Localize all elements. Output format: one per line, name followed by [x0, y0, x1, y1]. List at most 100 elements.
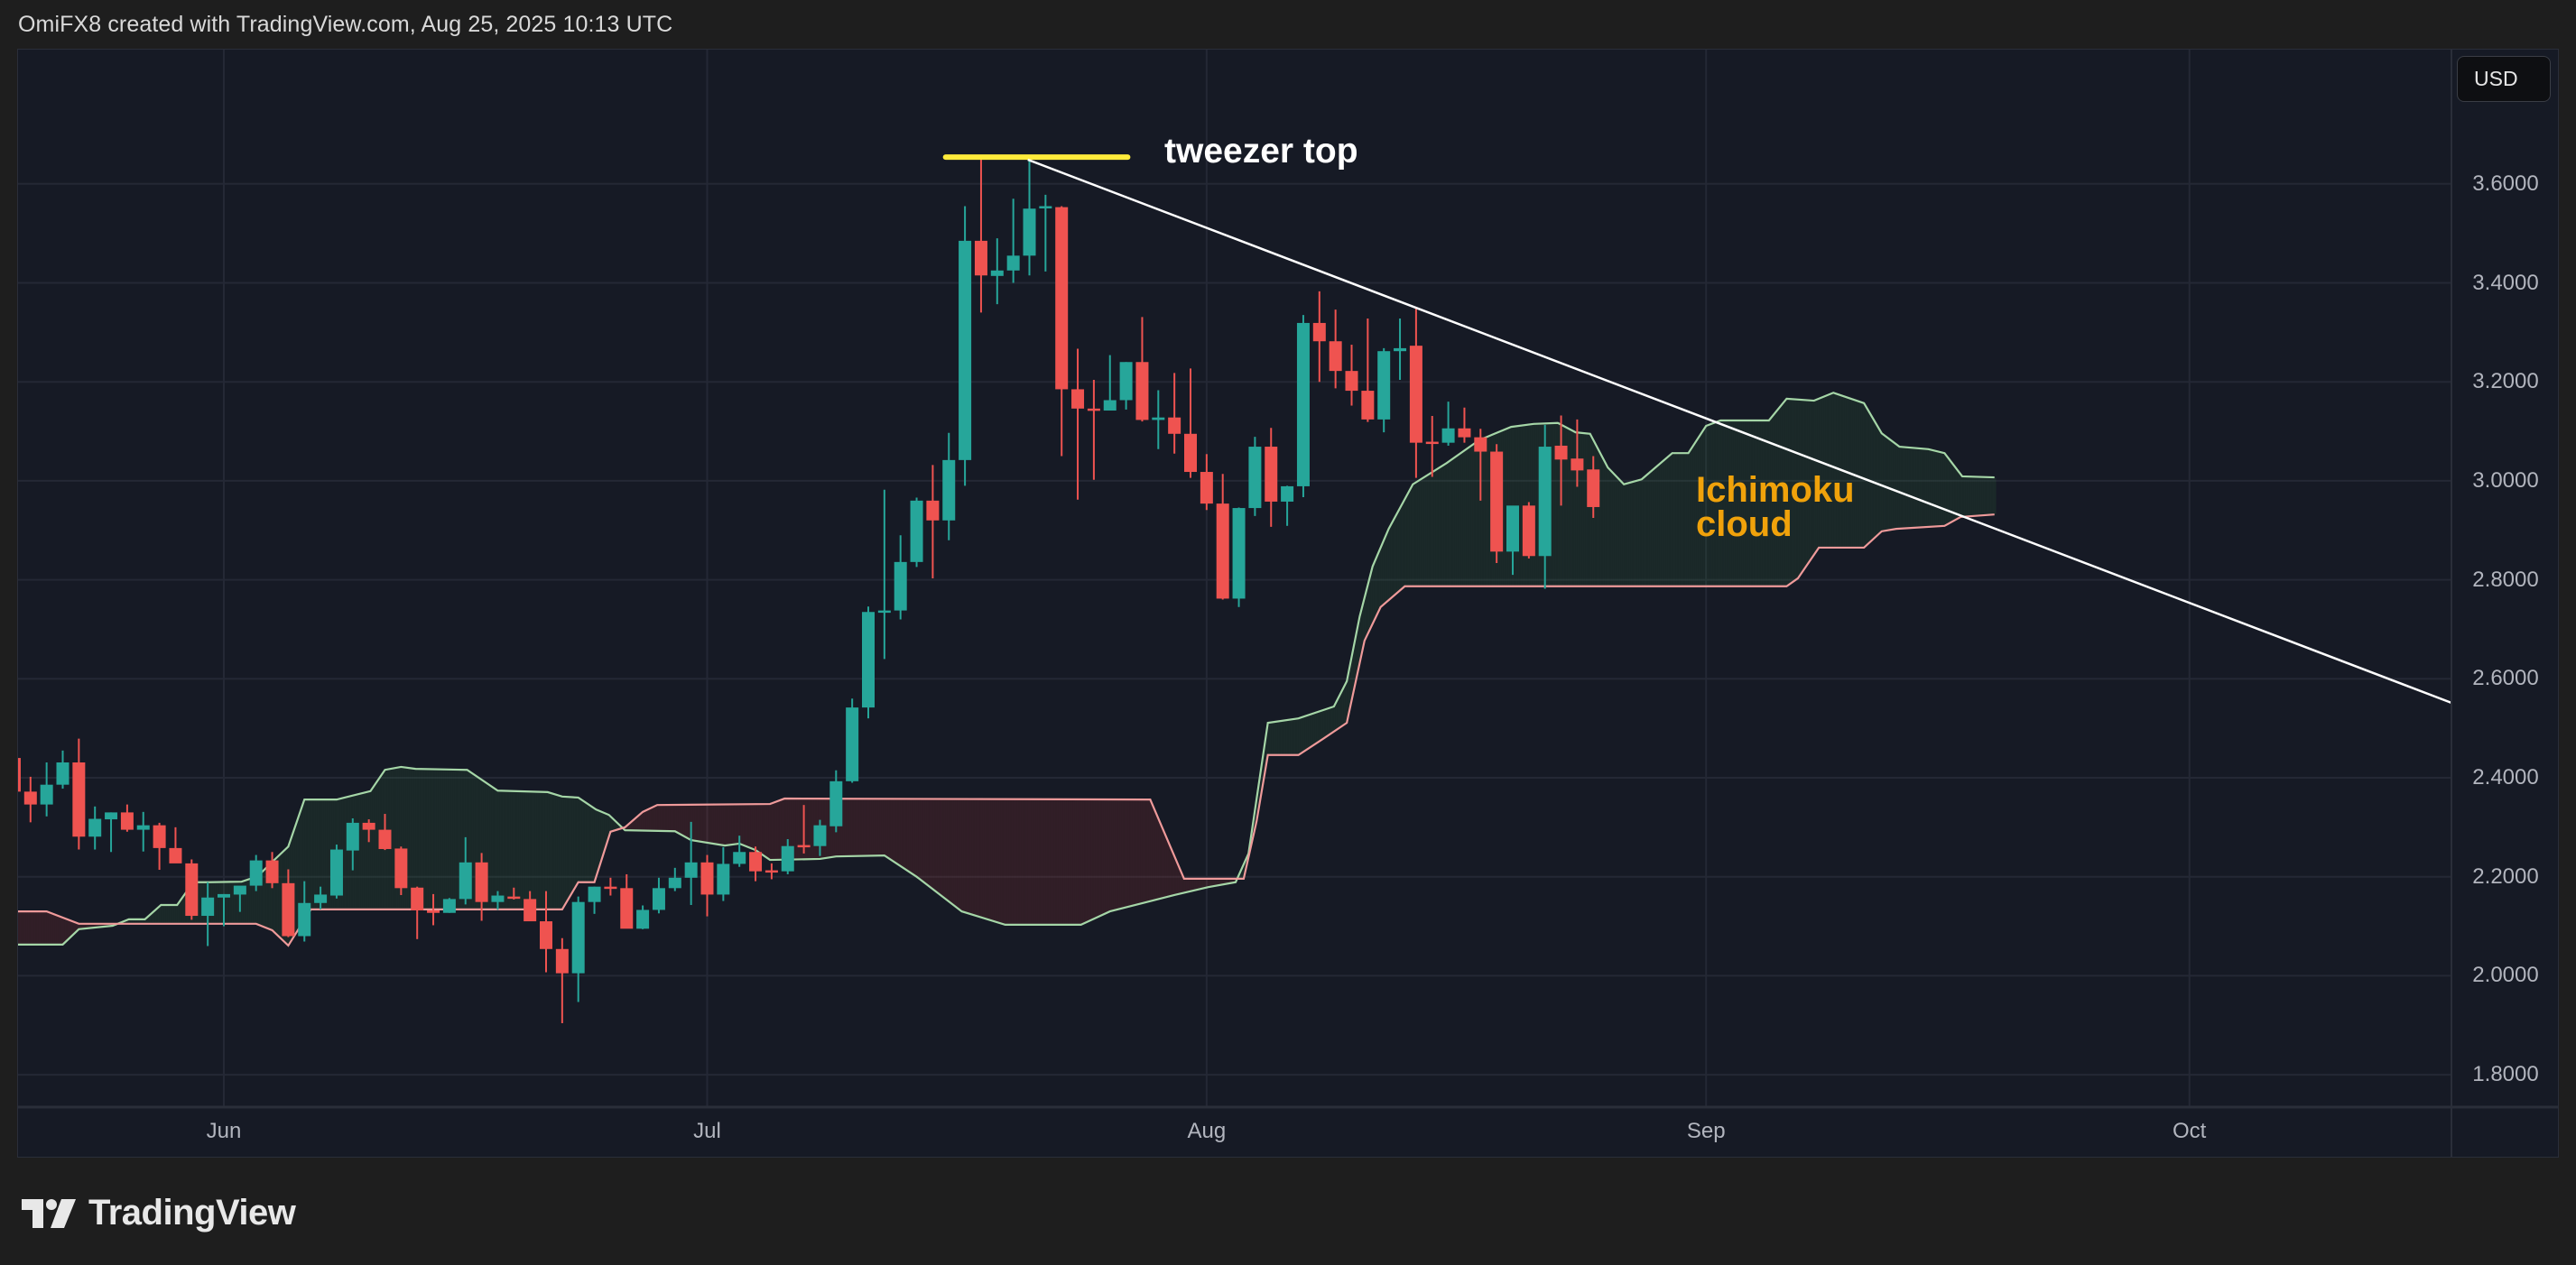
cloud-fill-segment: [988, 799, 991, 920]
candle-body: [1216, 503, 1229, 599]
candle-down: [185, 859, 199, 920]
cloud-fill-segment: [1706, 425, 1708, 586]
cloud-fill-segment: [781, 799, 783, 860]
cloud-fill-segment: [692, 804, 695, 841]
cloud-fill-segment: [1003, 799, 1005, 925]
cloud-fill-segment: [1649, 471, 1652, 586]
cloud-fill-segment: [217, 882, 219, 924]
cloud-fill-segment: [423, 769, 426, 910]
cloud-fill-segment: [750, 804, 753, 849]
cloud-fill-segment: [739, 804, 741, 845]
cloud-fill-segment: [1951, 461, 1953, 522]
candle-down: [1587, 456, 1600, 519]
cloud-fill-segment: [1214, 878, 1217, 886]
cloud-fill-segment: [1754, 420, 1756, 586]
cloud-fill-segment: [1019, 799, 1022, 925]
cloud-fill-segment: [1653, 468, 1655, 586]
cloud-fill-segment: [1161, 826, 1163, 899]
cloud-fill-segment: [1011, 799, 1014, 925]
candle-body: [298, 902, 311, 937]
cloud-fill-segment: [713, 804, 716, 845]
cloud-fill-segment: [748, 804, 751, 848]
cloud-fill-segment: [764, 804, 767, 858]
cloud-fill-segment: [251, 877, 254, 924]
cloud-fill-segment: [1878, 428, 1880, 535]
cloud-fill-segment: [1556, 422, 1558, 586]
cloud-fill-segment: [56, 915, 59, 945]
candle-body: [1135, 362, 1149, 420]
cloud-fill-segment: [810, 799, 812, 860]
candle-down: [120, 804, 134, 832]
candle-up: [298, 881, 311, 942]
cloud-fill-segment: [344, 797, 347, 910]
cloud-fill-segment: [681, 804, 683, 836]
cloud-fill-segment: [1567, 428, 1570, 586]
cloud-fill-segment: [42, 911, 44, 945]
cloud-fill-segment: [1039, 799, 1041, 925]
cloud-fill-segment: [524, 791, 525, 910]
candle-body: [1458, 428, 1471, 438]
cloud-fill-segment: [1944, 453, 1947, 526]
candle-up: [40, 762, 53, 817]
cloud-fill-segment: [1443, 464, 1446, 586]
candle-body: [1474, 437, 1487, 452]
ichimoku-cloud-annotation: Ichimoku cloud: [1696, 472, 1855, 542]
cloud-fill-segment: [953, 799, 956, 907]
cloud-fill-segment: [366, 791, 369, 910]
cloud-fill-segment: [1390, 522, 1393, 599]
cloud-fill-segment: [1466, 448, 1469, 586]
cloud-fill-segment: [858, 799, 861, 856]
cloud-fill-segment: [138, 919, 141, 924]
cloud-fill-segment: [442, 769, 445, 910]
cloud-fill-segment: [1401, 502, 1404, 589]
cloud-fill-segment: [1319, 710, 1321, 742]
cloud-fill-segment: [643, 810, 644, 831]
candle-up: [1248, 437, 1262, 516]
price-tick-label: 1.8000: [2472, 1062, 2539, 1087]
cloud-fill-segment: [1733, 420, 1736, 586]
cloud-fill-segment: [1459, 452, 1461, 586]
cloud-fill-segment: [1327, 707, 1330, 736]
cloud-fill-segment: [298, 813, 300, 930]
tradingview-logo[interactable]: TradingView: [22, 1193, 296, 1233]
cloud-fill-segment: [717, 804, 718, 845]
cloud-fill-segment: [1160, 822, 1162, 900]
cloud-fill-segment: [1488, 435, 1491, 586]
cloud-fill-segment: [871, 799, 874, 856]
cloud-fill-segment: [518, 790, 521, 910]
cloud-fill-segment: [87, 923, 89, 928]
cloud-fill-segment: [583, 800, 585, 882]
candle-up: [1441, 402, 1455, 446]
cloud-fill-segment: [1105, 799, 1107, 914]
cloud-fill-segment: [770, 803, 772, 861]
cloud-fill-segment: [1962, 476, 1964, 517]
candle-body: [588, 886, 601, 902]
cloud-fill-segment: [857, 799, 859, 856]
cloud-fill-segment: [1875, 422, 1877, 538]
candle-up: [1377, 347, 1391, 433]
cloud-fill-segment: [1609, 468, 1611, 586]
candle-up: [491, 891, 505, 910]
currency-button[interactable]: USD: [2457, 56, 2551, 102]
cloud-fill-segment: [1300, 716, 1302, 754]
cloud-fill-segment: [805, 799, 808, 860]
cloud-fill-segment: [736, 804, 738, 845]
cloud-fill-segment: [647, 808, 650, 831]
cloud-fill-segment: [900, 799, 903, 868]
cloud-fill-segment: [22, 911, 24, 945]
cloud-fill-segment: [1595, 442, 1597, 586]
cloud-fill-segment: [726, 804, 728, 845]
cloud-fill-segment: [1971, 476, 1974, 517]
cloud-fill-segment: [589, 805, 591, 882]
candle-up: [717, 846, 730, 901]
cloud-fill-segment: [54, 914, 57, 945]
cloud-fill-segment: [1883, 434, 1886, 531]
chart-panel[interactable]: [17, 49, 2559, 1158]
cloud-fill-segment: [471, 772, 474, 910]
cloud-fill-segment: [861, 799, 864, 856]
cloud-fill-segment: [1374, 559, 1376, 621]
cloud-fill-segment: [1909, 447, 1911, 529]
cloud-fill-segment: [1477, 439, 1479, 586]
candle-body: [218, 893, 230, 898]
